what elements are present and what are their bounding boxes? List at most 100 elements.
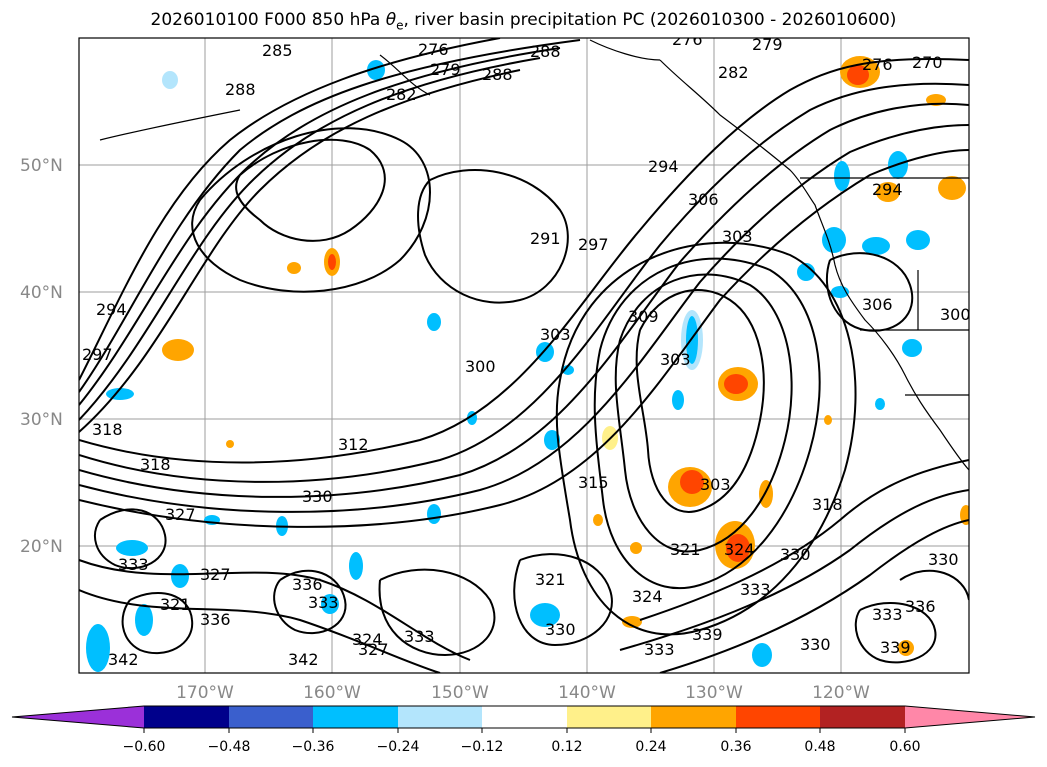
colorbar-tick-label: −0.60 xyxy=(123,739,166,755)
map-title: 2026010100 F000 850 hPa θe, river basin … xyxy=(0,10,1047,32)
theta-subscript: e xyxy=(396,18,404,33)
colorbar-tick-label: 0.24 xyxy=(635,739,666,755)
contour-label: 303 xyxy=(700,475,731,494)
colorbar-bin xyxy=(820,706,905,728)
contour-label: 324 xyxy=(724,540,755,559)
contour-label: 318 xyxy=(812,495,843,514)
contour-label: 303 xyxy=(660,350,691,369)
colorbar: −0.60 −0.48 −0.36 −0.24 −0.12 0.12 0.24 … xyxy=(11,705,1036,755)
contour-label: 339 xyxy=(880,638,911,657)
colorbar-extend-low xyxy=(12,706,144,728)
colorbar-tick-label: 0.12 xyxy=(551,739,582,755)
contour-label: 321 xyxy=(670,540,701,559)
contour-label: 327 xyxy=(200,565,231,584)
contour-label: 306 xyxy=(688,190,719,209)
colorbar-tick-label: −0.12 xyxy=(461,739,504,755)
contour-label: 294 xyxy=(872,180,903,199)
contour-label: 279 xyxy=(430,60,461,79)
theta-e-contours xyxy=(79,38,969,673)
contour-label: 297 xyxy=(578,235,609,254)
coastlines xyxy=(99,39,969,471)
contour-label: 291 xyxy=(530,229,561,248)
contour-label: 333 xyxy=(644,640,675,659)
colorbar-tick-label: −0.24 xyxy=(377,739,420,755)
colorbar-bin xyxy=(313,706,398,728)
contour-label: 342 xyxy=(288,650,319,669)
map-frame xyxy=(78,37,970,674)
contour-label: 312 xyxy=(338,435,369,454)
contour-label: 279 xyxy=(752,35,783,54)
lat-label: 40°N xyxy=(20,283,63,303)
contour-label: 303 xyxy=(722,227,753,246)
contour-label: 276 xyxy=(418,40,449,59)
contour-label: 324 xyxy=(352,630,383,649)
contour-label: 303 xyxy=(540,325,571,344)
contour-label: 339 xyxy=(692,625,723,644)
contour-label: 297 xyxy=(82,345,113,364)
contour-label: 288 xyxy=(482,65,513,84)
lon-label: 160°W xyxy=(303,683,361,703)
contour-label: 333 xyxy=(404,627,435,646)
precip-shading xyxy=(86,56,969,672)
contour-label: 342 xyxy=(108,650,139,669)
colorbar-bin xyxy=(398,706,482,728)
contour-label: 282 xyxy=(718,63,749,82)
contour-label: 333 xyxy=(308,593,339,612)
colorbar-extend-high xyxy=(905,706,1035,728)
lon-label: 150°W xyxy=(431,683,489,703)
colorbar-tick-label: −0.48 xyxy=(208,739,251,755)
contour-label: 276 xyxy=(862,55,893,74)
contour-label: 288 xyxy=(225,80,256,99)
contour-label: 333 xyxy=(118,555,149,574)
contour-label: 276 xyxy=(672,30,703,49)
colorbar-bin xyxy=(567,706,651,728)
colorbar-tick-label: 0.60 xyxy=(889,739,920,755)
colorbar-bin xyxy=(482,706,567,728)
contour-label: 282 xyxy=(386,85,417,104)
theta-symbol: θ xyxy=(385,10,397,30)
contour-label: 285 xyxy=(262,41,293,60)
contour-label: 300 xyxy=(940,305,971,324)
colorbar-tick-label: −0.36 xyxy=(292,739,335,755)
colorbar-tick-label: 0.36 xyxy=(720,739,751,755)
contour-label: 300 xyxy=(465,357,496,376)
contour-label: 294 xyxy=(96,300,127,319)
title-prefix: 2026010100 F000 850 hPa xyxy=(150,10,386,30)
contour-label: 333 xyxy=(740,580,771,599)
contour-label: 330 xyxy=(800,635,831,654)
contour-label: 288 xyxy=(530,42,561,61)
colorbar-bin xyxy=(736,706,820,728)
contour-label: 324 xyxy=(632,587,663,606)
colorbar-bin xyxy=(144,706,229,728)
lon-label: 120°W xyxy=(812,683,870,703)
contour-labels: 285 288 276 279 282 288 288 276 279 282 … xyxy=(82,30,971,669)
lat-label: 30°N xyxy=(20,410,63,430)
lon-label: 130°W xyxy=(685,683,743,703)
colorbar-bin xyxy=(229,706,313,728)
contour-label: 330 xyxy=(302,487,333,506)
latitude-axis: 50°N 40°N 30°N 20°N xyxy=(20,156,63,557)
contour-label: 330 xyxy=(780,545,811,564)
contour-label: 321 xyxy=(160,595,191,614)
contour-label: 330 xyxy=(545,620,576,639)
colorbar-tick-label: 0.48 xyxy=(804,739,835,755)
contour-label: 327 xyxy=(358,640,389,659)
contour-label: 321 xyxy=(535,570,566,589)
colorbar-bin xyxy=(651,706,736,728)
contour-label: 315 xyxy=(578,473,609,492)
lon-label: 170°W xyxy=(176,683,234,703)
contour-label: 336 xyxy=(292,575,323,594)
contour-label: 309 xyxy=(628,307,659,326)
contour-label: 270 xyxy=(912,53,943,72)
contour-label: 318 xyxy=(92,420,123,439)
lat-label: 50°N xyxy=(20,156,63,176)
contour-label: 306 xyxy=(862,295,893,314)
contour-label: 336 xyxy=(200,610,231,629)
lon-label: 140°W xyxy=(558,683,616,703)
contour-label: 318 xyxy=(140,455,171,474)
contour-label: 333 xyxy=(872,605,903,624)
longitude-axis: 170°W 160°W 150°W 140°W 130°W 120°W xyxy=(176,683,870,703)
lat-label: 20°N xyxy=(20,537,63,557)
contour-label: 327 xyxy=(165,505,196,524)
